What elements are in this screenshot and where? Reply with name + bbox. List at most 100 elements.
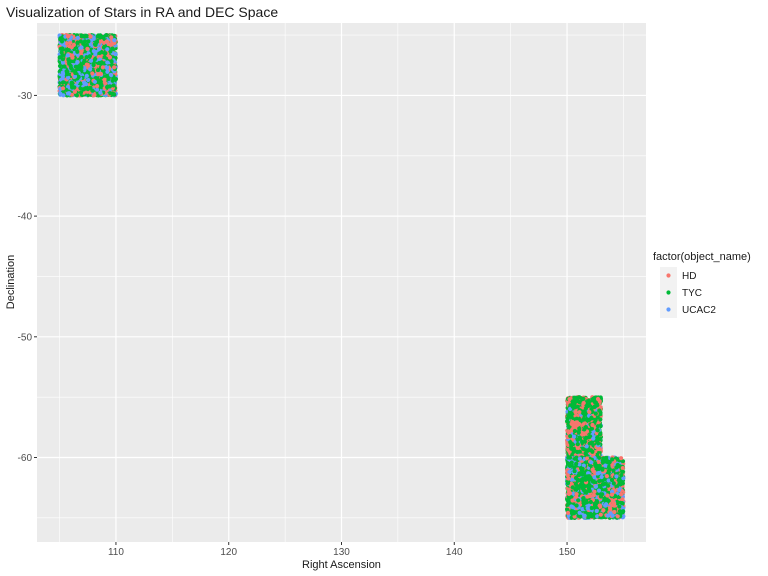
point-ucac2 <box>84 73 89 78</box>
point-tyc <box>93 56 98 62</box>
point-tyc <box>58 46 63 51</box>
point-tyc <box>97 78 102 83</box>
point-tyc <box>105 85 110 90</box>
point-tyc <box>589 415 594 420</box>
point-hd <box>68 40 73 46</box>
point-ucac2 <box>105 69 110 74</box>
point-ucac2 <box>93 50 98 55</box>
point-tyc <box>585 448 591 453</box>
point-tyc <box>79 55 84 60</box>
point-tyc <box>575 442 580 447</box>
point-ucac2 <box>79 45 84 50</box>
point-ucac2 <box>88 58 94 63</box>
point-tyc <box>65 72 70 77</box>
point-tyc <box>593 417 598 422</box>
point-ucac2 <box>108 72 113 77</box>
point-hd <box>103 81 108 86</box>
point-hd <box>72 89 77 94</box>
point-hd <box>567 397 572 402</box>
point-tyc <box>574 416 579 421</box>
point-tyc <box>567 411 572 416</box>
point-ucac2 <box>75 35 80 41</box>
point-hd <box>587 410 592 415</box>
point-tyc <box>82 58 87 63</box>
point-hd <box>574 420 580 425</box>
point-tyc <box>79 34 84 39</box>
point-ucac2 <box>95 87 100 92</box>
point-tyc <box>110 91 115 96</box>
point-tyc <box>598 417 603 422</box>
point-hd <box>577 410 582 415</box>
point-hd <box>90 71 95 76</box>
point-hd <box>573 410 578 415</box>
point-tyc <box>60 80 65 85</box>
point-tyc <box>109 59 114 64</box>
point-tyc <box>581 396 586 401</box>
point-ucac2 <box>92 79 97 84</box>
point-tyc <box>106 76 111 82</box>
point-tyc <box>575 449 580 455</box>
point-ucac2 <box>61 93 66 98</box>
point-tyc <box>592 404 598 409</box>
point-hd <box>85 46 90 51</box>
point-tyc <box>98 35 103 40</box>
chart-title: Visualization of Stars in RA and DEC Spa… <box>6 4 278 20</box>
point-ucac2 <box>75 60 80 65</box>
point-tyc <box>102 55 107 60</box>
point-hd <box>84 62 89 67</box>
point-ucac2 <box>591 436 596 441</box>
point-tyc <box>74 93 79 98</box>
point-tyc <box>581 446 586 451</box>
point-tyc <box>97 60 102 66</box>
point-hd <box>102 77 107 82</box>
point-tyc <box>76 74 81 79</box>
point-hd <box>88 34 93 39</box>
point-tyc <box>596 441 601 446</box>
point-hd <box>66 33 71 39</box>
point-ucac2 <box>112 38 117 43</box>
point-tyc <box>81 87 86 92</box>
point-tyc <box>593 411 598 416</box>
data-points <box>57 33 626 521</box>
point-ucac2 <box>98 90 103 95</box>
point-tyc <box>586 403 591 408</box>
point-hd <box>61 86 66 91</box>
point-tyc <box>575 398 580 403</box>
point-tyc <box>69 80 74 85</box>
point-ucac2 <box>97 46 102 52</box>
point-tyc <box>59 39 65 44</box>
point-tyc <box>565 419 570 424</box>
point-tyc <box>72 85 77 90</box>
point-tyc <box>598 432 603 437</box>
point-tyc <box>595 424 601 429</box>
point-tyc <box>110 78 115 83</box>
major-gridlines <box>37 23 646 542</box>
point-hd <box>70 53 75 58</box>
point-tyc <box>86 39 91 44</box>
point-ucac2 <box>105 47 110 52</box>
point-tyc <box>73 64 78 69</box>
point-hd <box>112 65 117 70</box>
point-tyc <box>75 49 80 54</box>
point-tyc <box>570 404 575 409</box>
point-hd <box>69 45 74 50</box>
point-hd <box>595 396 601 402</box>
point-tyc <box>576 430 581 435</box>
point-ucac2 <box>584 444 589 449</box>
point-tyc <box>572 428 578 434</box>
point-tyc <box>568 440 573 445</box>
point-ucac2 <box>572 434 577 439</box>
point-ucac2 <box>86 77 91 82</box>
point-tyc <box>569 446 574 451</box>
point-tyc <box>598 412 603 417</box>
point-tyc <box>69 66 74 71</box>
point-ucac2 <box>60 60 66 65</box>
point-tyc <box>91 62 96 68</box>
point-ucac2 <box>83 82 89 87</box>
point-ucac2 <box>67 91 72 96</box>
point-tyc <box>66 57 71 62</box>
point-tyc <box>595 428 600 433</box>
point-tyc <box>57 63 63 69</box>
point-hd <box>109 42 115 47</box>
point-tyc <box>87 54 92 59</box>
